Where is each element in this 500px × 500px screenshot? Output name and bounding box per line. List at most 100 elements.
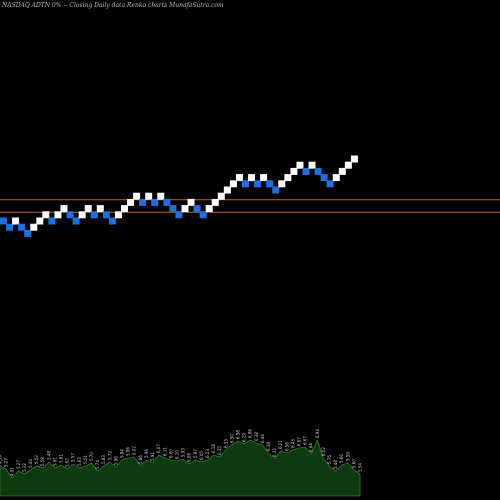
renko-brick-down [108,217,116,225]
volume-label: 5.83 [101,455,106,464]
renko-brick-down [302,167,310,175]
volume-label: 5.54 [358,463,363,472]
volume-label: 6.32 [272,448,277,457]
volume-label: 6.50 [229,434,234,443]
renko-brick-up [290,167,298,175]
volume-label: 5.63 [77,457,82,466]
volume-label: 5.52 [34,455,39,464]
renko-brick-up [229,180,237,188]
renko-brick-down [24,229,32,237]
renko-brick-up [96,205,104,213]
renko-brick-up [248,174,256,182]
renko-brick-up [36,217,44,225]
volume-label: 6.67 [296,437,301,446]
renko-brick-up [54,211,62,219]
renko-brick-down [0,217,7,225]
volume-label: 6.10 [174,450,179,459]
renko-brick-down [48,217,56,225]
renko-brick-up [338,167,346,175]
volume-label: 6.33 [223,439,228,448]
renko-brick-down [320,174,328,182]
renko-brick-up [217,192,225,200]
volume-label: 5.59 [345,452,350,461]
renko-brick-up [296,161,304,169]
volume-label: 5.93 [181,448,186,457]
volume-label: 6.58 [235,430,240,439]
renko-brick-up [30,223,38,231]
renko-brick-up [78,211,86,219]
renko-bricks [0,155,358,237]
renko-brick-down [199,211,207,219]
volume-label: 6.86 [248,429,253,438]
volume-label: 5.51 [83,455,88,464]
volume-label: 5.44 [28,459,33,468]
volume-label: 6.44 [260,434,265,443]
volume-label: 5.48 [46,451,51,460]
renko-brick-down [193,205,201,213]
volume-label: 5.27 [4,458,9,467]
volume-label: 6.08 [187,453,192,462]
volume-label: 6.35 [217,446,222,455]
renko-brick-up [127,198,135,206]
volume-label: 5.97 [193,449,198,458]
renko-brick-up [211,198,219,206]
renko-brick-down [151,198,159,206]
volume-label: 6.02 [321,447,326,456]
renko-brick-up [181,205,189,213]
renko-brick-down [254,180,262,188]
volume-label: 4.59 [0,455,3,464]
renko-brick-up [223,186,231,194]
renko-brick-down [6,223,14,231]
volume-label: 5.57 [71,453,76,462]
volume-label: 5.96 [126,447,131,456]
volume-label: 5.96 [144,449,149,458]
volume-label: 6.21 [278,440,283,449]
renko-brick-up [278,180,286,188]
volume-label: 6.64 [309,443,314,452]
renko-brick-down [163,198,171,206]
volume-label: 6.43 [290,439,295,448]
renko-brick-up [145,192,153,200]
volume-label: 5.60 [351,459,356,468]
renko-brick-up [133,192,141,200]
renko-brick-up [157,192,165,200]
volume-label: 6.56 [284,442,289,451]
volume-area [0,438,361,497]
volume-label: 6.23 [205,449,210,458]
renko-brick-down [272,186,280,194]
volume-label: 5.32 [22,463,27,472]
renko-brick-up [332,174,340,182]
volume-label: 6.18 [211,444,216,453]
volume-label: 5.75 [327,455,332,464]
renko-brick-down [102,211,110,219]
renko-brick-down [90,211,98,219]
volume-label: 5.74 [95,460,100,469]
volume-label: 5.66 [339,454,344,463]
renko-brick-down [266,180,274,188]
volume-label: 6.67 [303,436,308,445]
volume-label: 6.11 [162,447,167,456]
volume-label: 6.02 [132,446,137,455]
volume-label: 6.29 [242,433,247,442]
renko-brick-up [344,161,352,169]
renko-brick-up [42,211,50,219]
volume-label: 6.05 [199,451,204,460]
renko-brick-down [326,180,334,188]
renko-brick-up [60,205,68,213]
renko-brick-down [175,211,183,219]
volume-label: 5.61 [52,457,57,466]
renko-brick-up [114,211,122,219]
renko-brick-down [18,223,26,231]
volume-label: 5.96 [113,456,118,465]
renko-brick-up [12,217,20,225]
volume-label: 5.70 [89,452,94,461]
volume-label: 5.94 [120,449,125,458]
renko-brick-up [84,205,92,213]
renko-brick-up [187,198,195,206]
volume-label: 5.48 [333,460,338,469]
renko-brick-down [72,217,80,225]
renko-brick-down [169,205,177,213]
renko-brick-down [242,180,249,188]
